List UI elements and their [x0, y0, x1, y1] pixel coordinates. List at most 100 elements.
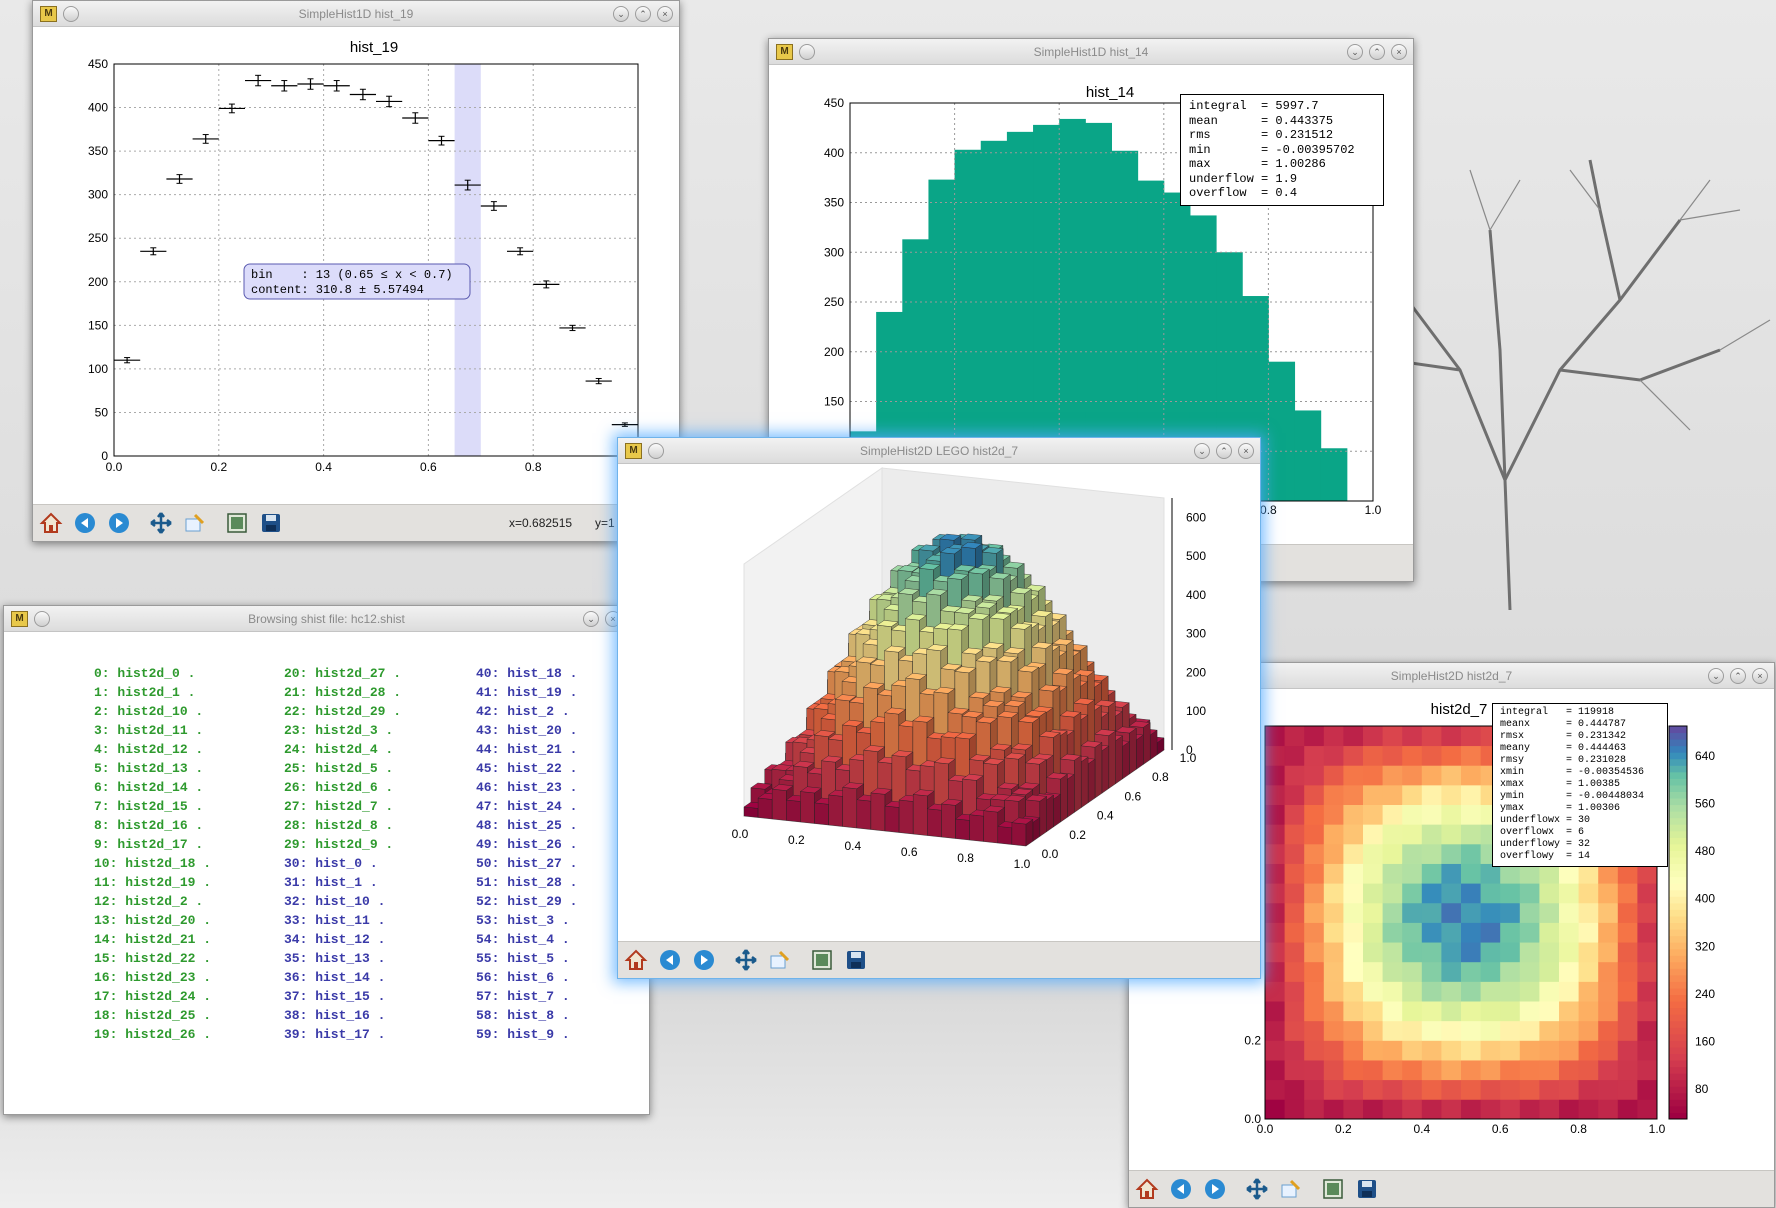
save-button[interactable]: [1355, 1177, 1379, 1201]
save-button[interactable]: [259, 511, 283, 535]
histogram-list-item[interactable]: 59: hist_9 .: [476, 1027, 570, 1042]
minimize-button[interactable]: ⌄: [1708, 668, 1724, 684]
maximize-button[interactable]: ⌃: [635, 6, 651, 22]
histogram-list-item[interactable]: 48: hist_25 .: [476, 818, 578, 833]
histogram-list-item[interactable]: 9: hist2d_17 .: [94, 837, 204, 852]
hist19-plot[interactable]: hist_19 0 50 100 150 200 250 300 350 400 450 0.0 0.…: [33, 27, 679, 504]
histogram-list-item[interactable]: 25: hist2d_5 .: [284, 761, 394, 776]
zoom-button[interactable]: [768, 948, 792, 972]
titlebar[interactable]: M SimpleHist1D hist_19 ⌄ ⌃ ×: [33, 1, 679, 27]
close-button[interactable]: ×: [1391, 44, 1407, 60]
histogram-list-item[interactable]: 12: hist2d_2 .: [94, 894, 204, 909]
histogram-list-item[interactable]: 40: hist_18 .: [476, 666, 578, 681]
histogram-list-item[interactable]: 30: hist_0 .: [284, 856, 378, 871]
histogram-list-item[interactable]: 20: hist2d_27 .: [284, 666, 402, 681]
histogram-list-item[interactable]: 52: hist_29 .: [476, 894, 578, 909]
histogram-list-item[interactable]: 39: hist_17 .: [284, 1027, 386, 1042]
histogram-list-item[interactable]: 7: hist2d_15 .: [94, 799, 204, 814]
titlebar[interactable]: M Browsing shist file: hc12.shist ⌄ ×: [4, 606, 649, 632]
histogram-list-item[interactable]: 18: hist2d_25 .: [94, 1008, 212, 1023]
histogram-list-item[interactable]: 32: hist_10 .: [284, 894, 386, 909]
subplots-button[interactable]: [1321, 1177, 1345, 1201]
histogram-list-item[interactable]: 37: hist_15 .: [284, 989, 386, 1004]
menu-button[interactable]: [34, 611, 50, 627]
histogram-list-item[interactable]: 4: hist2d_12 .: [94, 742, 204, 757]
forward-button[interactable]: [1203, 1177, 1227, 1201]
histogram-list-item[interactable]: 16: hist2d_23 .: [94, 970, 212, 985]
histogram-list-item[interactable]: 54: hist_4 .: [476, 932, 570, 947]
histogram-list-item[interactable]: 45: hist_22 .: [476, 761, 578, 776]
titlebar[interactable]: M SimpleHist2D LEGO hist2d_7 ⌄ ⌃ ×: [618, 438, 1260, 464]
histogram-list-item[interactable]: 14: hist2d_21 .: [94, 932, 212, 947]
histogram-list-item[interactable]: 31: hist_1 .: [284, 875, 378, 890]
histogram-list-item[interactable]: 41: hist_19 .: [476, 685, 578, 700]
back-button[interactable]: [658, 948, 682, 972]
close-button[interactable]: ×: [1238, 443, 1254, 459]
menu-button[interactable]: [799, 44, 815, 60]
histogram-list-item[interactable]: 38: hist_16 .: [284, 1008, 386, 1023]
minimize-button[interactable]: ⌄: [583, 611, 599, 627]
close-button[interactable]: ×: [1752, 668, 1768, 684]
histogram-list-item[interactable]: 24: hist2d_4 .: [284, 742, 394, 757]
home-button[interactable]: [624, 948, 648, 972]
pan-button[interactable]: [1245, 1177, 1269, 1201]
histogram-list-item[interactable]: 58: hist_8 .: [476, 1008, 570, 1023]
histogram-list-item[interactable]: 2: hist2d_10 .: [94, 704, 204, 719]
histogram-list-item[interactable]: 0: hist2d_0 .: [94, 666, 196, 681]
histogram-list-item[interactable]: 11: hist2d_19 .: [94, 875, 212, 890]
histogram-list-item[interactable]: 15: hist2d_22 .: [94, 951, 212, 966]
histogram-list-item[interactable]: 35: hist_13 .: [284, 951, 386, 966]
forward-button[interactable]: [692, 948, 716, 972]
subplots-button[interactable]: [225, 511, 249, 535]
histogram-list-item[interactable]: 13: hist2d_20 .: [94, 913, 212, 928]
forward-button[interactable]: [107, 511, 131, 535]
histogram-list-item[interactable]: 6: hist2d_14 .: [94, 780, 204, 795]
zoom-button[interactable]: [183, 511, 207, 535]
menu-button[interactable]: [648, 443, 664, 459]
histogram-list-item[interactable]: 57: hist_7 .: [476, 989, 570, 1004]
histogram-list-item[interactable]: 43: hist_20 .: [476, 723, 578, 738]
histogram-list-item[interactable]: 22: hist2d_29 .: [284, 704, 402, 719]
histogram-list-item[interactable]: 29: hist2d_9 .: [284, 837, 394, 852]
maximize-button[interactable]: ⌃: [1730, 668, 1746, 684]
minimize-button[interactable]: ⌄: [613, 6, 629, 22]
histogram-list-item[interactable]: 3: hist2d_11 .: [94, 723, 204, 738]
histogram-list-item[interactable]: 55: hist_5 .: [476, 951, 570, 966]
save-button[interactable]: [844, 948, 868, 972]
histogram-list-item[interactable]: 53: hist_3 .: [476, 913, 570, 928]
histogram-list-item[interactable]: 1: hist2d_1 .: [94, 685, 196, 700]
maximize-button[interactable]: ⌃: [1216, 443, 1232, 459]
maximize-button[interactable]: ⌃: [1369, 44, 1385, 60]
pan-button[interactable]: [149, 511, 173, 535]
histogram-list-item[interactable]: 26: hist2d_6 .: [284, 780, 394, 795]
histogram-list-item[interactable]: 19: hist2d_26 .: [94, 1027, 212, 1042]
histogram-list-item[interactable]: 50: hist_27 .: [476, 856, 578, 871]
histogram-list-item[interactable]: 10: hist2d_18 .: [94, 856, 212, 871]
close-button[interactable]: ×: [657, 6, 673, 22]
home-button[interactable]: [39, 511, 63, 535]
histogram-list-item[interactable]: 8: hist2d_16 .: [94, 818, 204, 833]
histogram-list-item[interactable]: 28: hist2d_8 .: [284, 818, 394, 833]
histogram-list-item[interactable]: 36: hist_14 .: [284, 970, 386, 985]
home-button[interactable]: [1135, 1177, 1159, 1201]
minimize-button[interactable]: ⌄: [1347, 44, 1363, 60]
minimize-button[interactable]: ⌄: [1194, 443, 1210, 459]
histogram-list-item[interactable]: 21: hist2d_28 .: [284, 685, 402, 700]
back-button[interactable]: [73, 511, 97, 535]
histogram-list-item[interactable]: 27: hist2d_7 .: [284, 799, 394, 814]
subplots-button[interactable]: [810, 948, 834, 972]
histogram-list-item[interactable]: 56: hist_6 .: [476, 970, 570, 985]
histogram-list-item[interactable]: 46: hist_23 .: [476, 780, 578, 795]
zoom-button[interactable]: [1279, 1177, 1303, 1201]
histogram-list-item[interactable]: 17: hist2d_24 .: [94, 989, 212, 1004]
histogram-list-item[interactable]: 49: hist_26 .: [476, 837, 578, 852]
pan-button[interactable]: [734, 948, 758, 972]
back-button[interactable]: [1169, 1177, 1193, 1201]
histogram-list-item[interactable]: 42: hist_2 .: [476, 704, 570, 719]
histogram-list-item[interactable]: 51: hist_28 .: [476, 875, 578, 890]
histogram-list-item[interactable]: 23: hist2d_3 .: [284, 723, 394, 738]
titlebar[interactable]: M SimpleHist1D hist_14 ⌄ ⌃ ×: [769, 39, 1413, 65]
histogram-list-item[interactable]: 47: hist_24 .: [476, 799, 578, 814]
lego-plot[interactable]: hist2d_7 0.00.20.40.60.81.00.00.20.40.60…: [618, 464, 1260, 942]
